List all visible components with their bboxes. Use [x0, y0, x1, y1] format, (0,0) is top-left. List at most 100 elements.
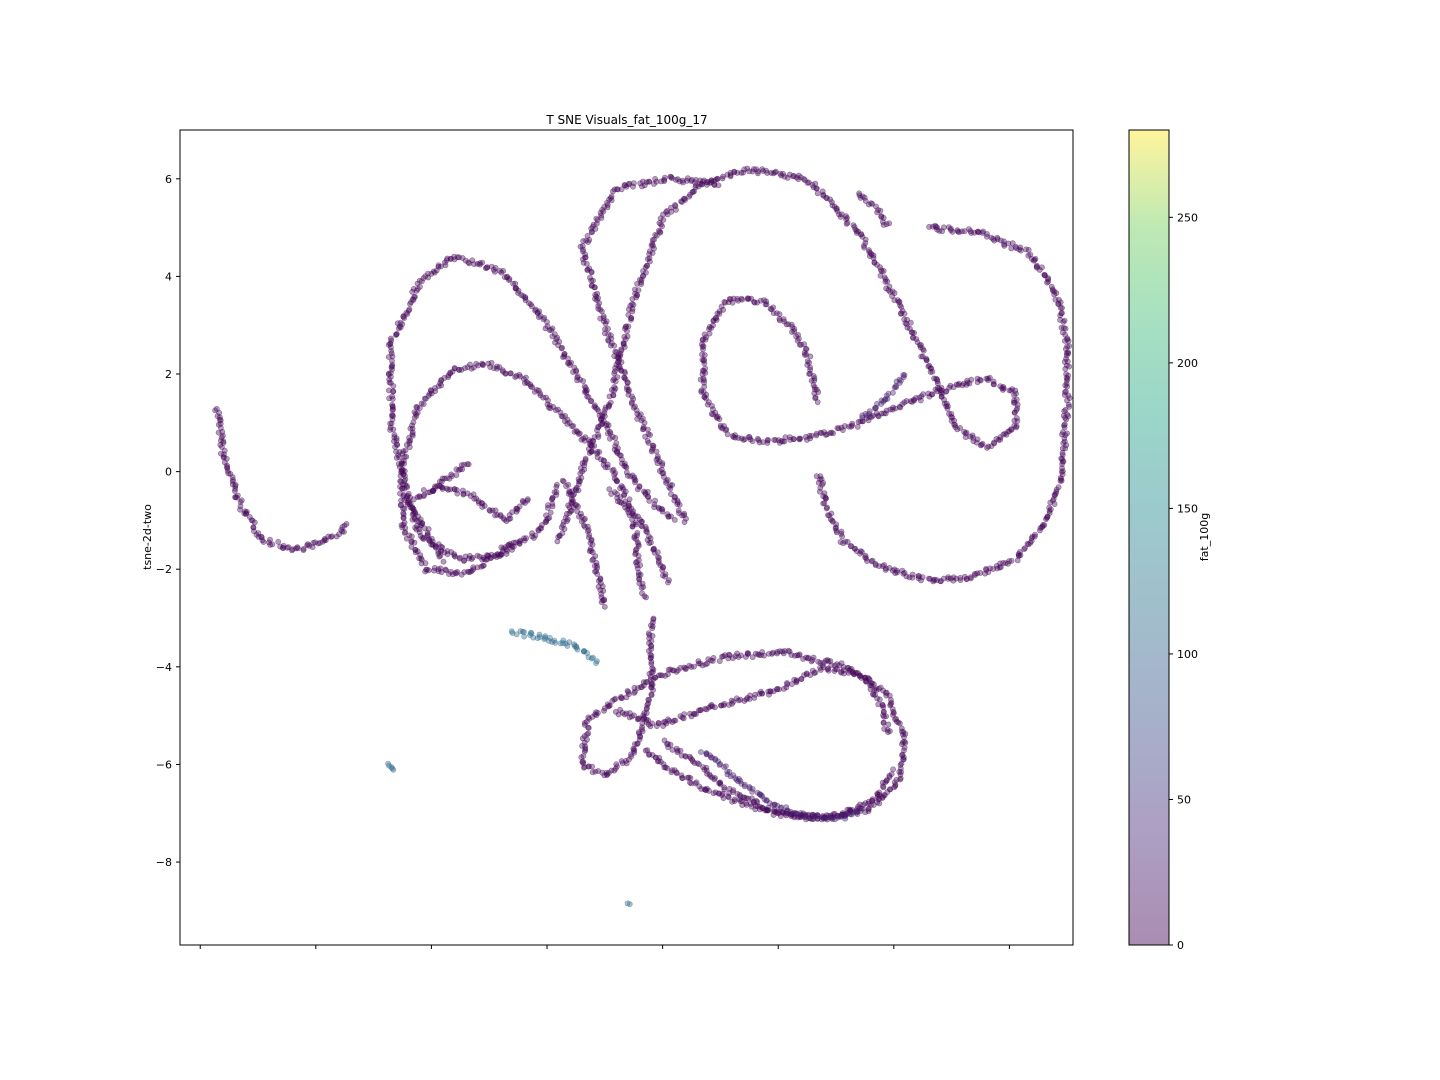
- scatter-point: [497, 513, 504, 519]
- scatter-point: [900, 570, 907, 577]
- scatter-point: [623, 464, 630, 471]
- scatter-point: [595, 408, 602, 414]
- scatter-point: [506, 275, 513, 282]
- scatter-point: [519, 497, 526, 504]
- scatter-point: [772, 169, 778, 176]
- scatter-point: [409, 431, 416, 438]
- y-tick-label: 4: [165, 270, 172, 283]
- scatter-point: [665, 513, 672, 520]
- scatter-point: [701, 331, 708, 338]
- scatter-point: [661, 178, 668, 184]
- scatter-point: [605, 430, 611, 437]
- scatter-point: [242, 511, 249, 517]
- scatter-point: [646, 540, 653, 546]
- scatter-point: [636, 575, 642, 582]
- scatter-point: [925, 390, 932, 397]
- scatter-point: [566, 419, 573, 426]
- scatter-point: [1036, 266, 1043, 273]
- scatter-point: [631, 712, 637, 719]
- scatter-point: [784, 174, 791, 181]
- scatter-point: [595, 431, 601, 438]
- scatter-point: [731, 796, 738, 803]
- scatter-point: [789, 329, 795, 335]
- scatter-point: [820, 500, 827, 507]
- scatter-point: [445, 486, 451, 493]
- scatter-point: [509, 546, 515, 553]
- scatter-point: [672, 203, 679, 210]
- scatter-point: [807, 353, 814, 360]
- scatter-point: [621, 375, 628, 381]
- scatter-point: [600, 313, 607, 319]
- scatter-point: [453, 487, 460, 493]
- scatter-point: [664, 765, 670, 772]
- scatter-point: [582, 457, 589, 464]
- scatter-point: [536, 634, 543, 640]
- scatter-point: [596, 578, 602, 584]
- scatter-point: [838, 528, 845, 535]
- scatter-point: [414, 522, 420, 529]
- scatter-point: [719, 175, 726, 182]
- scatter-point: [926, 575, 932, 582]
- scatter-point: [717, 422, 724, 429]
- scatter-point: [414, 404, 420, 411]
- scatter-point: [387, 380, 394, 386]
- scatter-point: [618, 695, 625, 701]
- scatter-point: [944, 405, 951, 412]
- scatter-point: [651, 549, 658, 556]
- scatter-point: [749, 786, 756, 792]
- scatter-point: [564, 516, 571, 523]
- scatter-point: [570, 369, 576, 375]
- scatter-point: [343, 521, 350, 527]
- scatter-point: [432, 543, 439, 549]
- scatter-point: [701, 356, 707, 363]
- scatter-point: [573, 484, 580, 491]
- scatter-point: [624, 333, 631, 340]
- scatter-point: [221, 459, 228, 466]
- scatter-point: [522, 380, 528, 386]
- scatter-point: [225, 470, 232, 477]
- scatter-point: [467, 361, 473, 368]
- scatter-point: [457, 554, 463, 561]
- scatter-point: [648, 692, 655, 698]
- scatter-point: [720, 702, 727, 709]
- scatter-point: [409, 288, 416, 295]
- scatter-point: [397, 502, 404, 509]
- scatter-point: [668, 174, 675, 180]
- scatter-point: [408, 538, 415, 545]
- scatter-point: [580, 378, 586, 384]
- scatter-point: [886, 220, 893, 227]
- scatter-point: [874, 695, 880, 702]
- scatter-point: [1006, 387, 1013, 394]
- scatter-point: [589, 282, 595, 289]
- scatter-point: [619, 456, 625, 463]
- scatter-point: [420, 401, 427, 407]
- scatter-point: [632, 479, 638, 486]
- scatter-point: [876, 789, 883, 796]
- scatter-point: [634, 565, 641, 572]
- scatter-point: [714, 175, 721, 182]
- scatter-point: [447, 486, 454, 493]
- scatter-point: [481, 502, 488, 509]
- scatter-point: [451, 551, 457, 557]
- scatter-point: [813, 473, 820, 480]
- scatter-point: [923, 357, 930, 364]
- scatter-point: [401, 453, 408, 460]
- scatter-point: [470, 491, 477, 498]
- scatter-point: [617, 364, 623, 371]
- scatter-point: [828, 510, 835, 517]
- scatter-point: [665, 579, 671, 586]
- scatter-point: [835, 425, 842, 432]
- scatter-point: [771, 437, 777, 443]
- scatter-point: [267, 541, 273, 548]
- scatter-point: [401, 505, 408, 512]
- scatter-point: [715, 182, 722, 189]
- scatter-point: [565, 355, 571, 362]
- scatter-point: [391, 431, 398, 438]
- scatter-point: [636, 483, 643, 490]
- scatter-point: [406, 532, 413, 539]
- scatter-point: [1013, 407, 1020, 413]
- scatter-point: [671, 517, 678, 523]
- scatter-point: [403, 453, 410, 460]
- scatter-point: [412, 293, 418, 300]
